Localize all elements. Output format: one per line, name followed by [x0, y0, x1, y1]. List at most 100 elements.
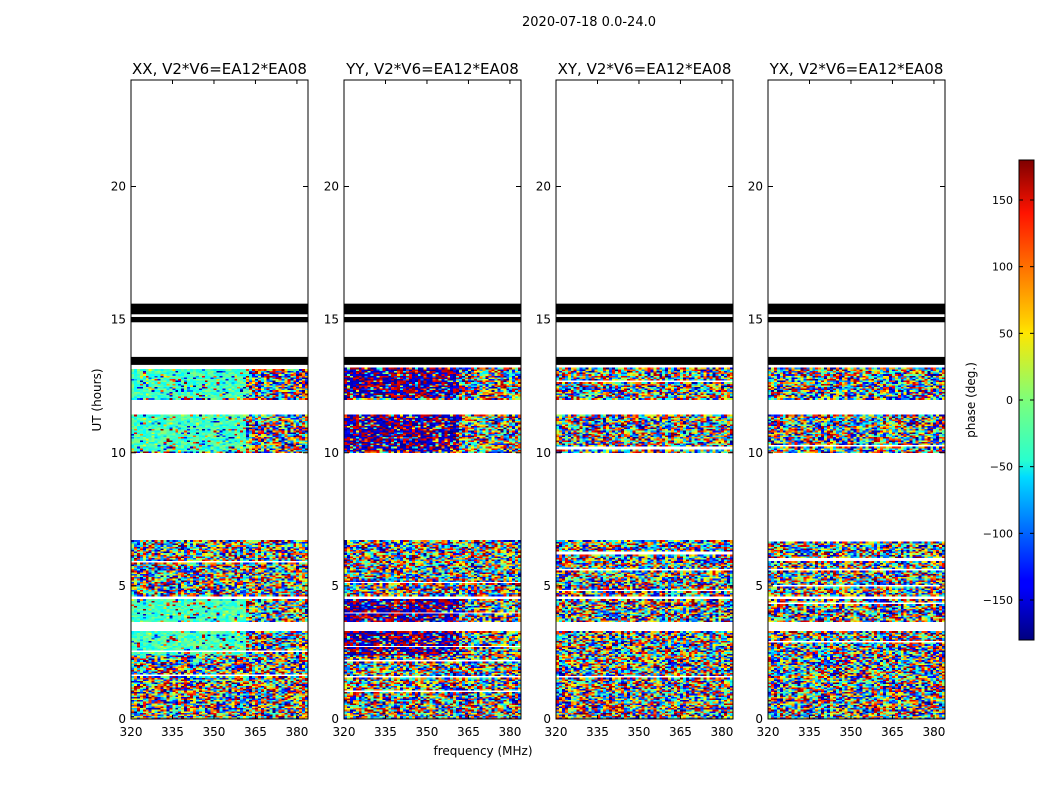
heatmap-cell [278, 679, 282, 681]
heatmap-cell [225, 687, 229, 689]
heatmap-cell [160, 631, 164, 634]
heatmap-cell [131, 709, 135, 712]
heatmap-cell [237, 682, 241, 685]
heatmap-cell [154, 677, 158, 680]
heatmap-cell [240, 683, 244, 686]
heatmap-cell [234, 682, 238, 685]
heatmap-cell [287, 683, 291, 686]
heatmap-cell [139, 704, 144, 707]
heatmap-cell [136, 698, 141, 701]
heatmap-cell [293, 714, 297, 717]
heatmap-cell [190, 669, 194, 672]
heatmap-cell [275, 699, 279, 702]
heatmap-cell [281, 712, 285, 715]
heatmap-cell [275, 664, 279, 667]
heatmap-cell [204, 599, 208, 602]
heatmap-cell [281, 671, 285, 673]
heatmap-cell [305, 655, 309, 657]
heatmap-cell [243, 669, 247, 672]
heatmap-cell [190, 655, 194, 657]
heatmap-cell [178, 599, 182, 602]
heatmap-cell [219, 693, 223, 696]
heatmap-cell [237, 696, 241, 699]
heatmap-cell [287, 701, 291, 704]
heatmap-cell [228, 658, 232, 661]
heatmap-cell [290, 706, 294, 709]
heatmap-cell [257, 679, 262, 681]
heatmap-cell [249, 704, 253, 707]
heatmap-cell [222, 651, 226, 654]
heatmap-cell [142, 653, 147, 656]
heatmap-cell [151, 645, 155, 648]
heatmap-cell [136, 677, 141, 680]
heatmap-cell [195, 661, 200, 664]
heatmap-cell [222, 709, 226, 712]
heatmap-cell [181, 671, 185, 673]
heatmap-cell [219, 707, 223, 710]
heatmap-cell [266, 682, 270, 685]
heatmap-cell [160, 677, 164, 680]
heatmap-cell [131, 682, 135, 685]
heatmap-cell [198, 688, 203, 691]
heatmap-cell [178, 682, 182, 685]
heatmap-cell [175, 675, 179, 678]
heatmap-cell [163, 664, 167, 667]
heatmap-cell [278, 707, 282, 710]
heatmap-cell [160, 706, 164, 709]
heatmap-cell [190, 647, 194, 650]
heatmap-cell [228, 647, 232, 650]
heatmap-cell [216, 664, 220, 667]
heatmap-cell [290, 714, 294, 717]
heatmap-cell [148, 698, 152, 701]
heatmap-cell [204, 647, 208, 650]
heatmap-cell [142, 651, 147, 654]
heatmap-cell [257, 709, 262, 712]
heatmap-cell [260, 693, 265, 696]
heatmap-cell [133, 683, 138, 686]
heatmap-cell [246, 712, 250, 715]
heatmap-cell [243, 709, 247, 712]
heatmap-cell [136, 712, 141, 715]
heatmap-cell [246, 698, 250, 701]
heatmap-cell [148, 655, 152, 657]
heatmap-cell [154, 711, 158, 713]
heatmap-cell [154, 659, 158, 662]
heatmap-cell [269, 669, 273, 672]
heatmap-cell [284, 696, 288, 699]
heatmap-cell [228, 669, 232, 672]
heatmap-cell [237, 691, 241, 694]
heatmap-cell [148, 661, 152, 664]
heatmap-cell [151, 677, 155, 680]
heatmap-cell [190, 706, 194, 709]
heatmap-cell [142, 599, 147, 602]
heatmap-cell [293, 704, 297, 707]
heatmap-cell [210, 680, 214, 683]
heatmap-cell [207, 707, 211, 710]
heatmap-cell [260, 677, 265, 680]
heatmap-cell [293, 683, 297, 686]
heatmap-cell [163, 672, 167, 675]
heatmap-cell [231, 695, 235, 697]
heatmap-cell [148, 688, 152, 691]
heatmap-cell [296, 695, 300, 697]
heatmap-cell [257, 631, 262, 634]
heatmap-cell [234, 691, 238, 694]
heatmap-cell [246, 647, 250, 650]
heatmap-cell [287, 658, 291, 661]
heatmap-cell [251, 677, 256, 680]
heatmap-cell [219, 712, 223, 715]
heatmap-cell [131, 703, 135, 705]
heatmap-cell [246, 695, 250, 697]
heatmap-cell [219, 703, 223, 705]
heatmap-cell [154, 653, 158, 656]
heatmap-cell [278, 698, 282, 701]
heatmap-cell [225, 653, 229, 656]
heatmap-cell [163, 690, 167, 693]
heatmap-cell [234, 599, 238, 602]
heatmap-cell [195, 666, 200, 669]
heatmap-cell [166, 699, 170, 702]
heatmap-cell [240, 677, 244, 680]
heatmap-cell [172, 696, 176, 699]
heatmap-cell [254, 714, 259, 717]
heatmap-cell [278, 651, 282, 654]
